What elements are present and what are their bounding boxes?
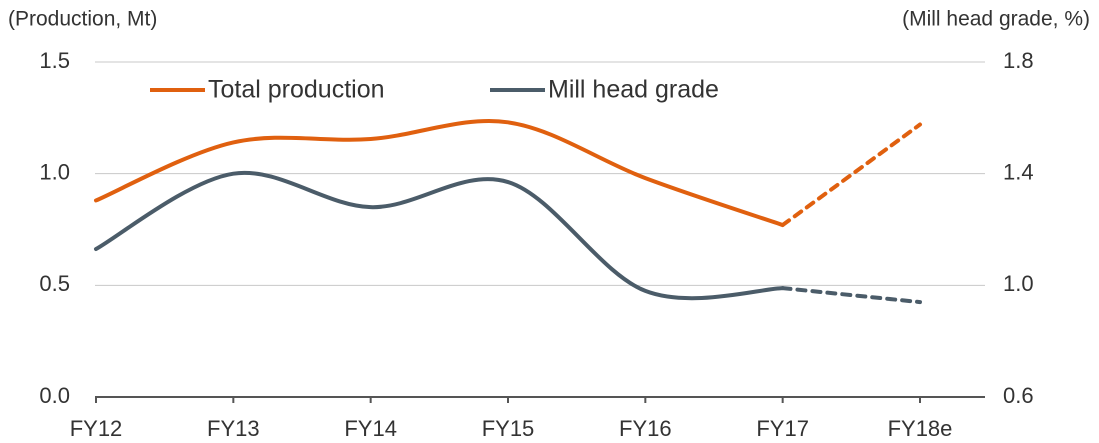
y-tick-label: 0.5 <box>39 271 70 296</box>
y-tick-label: 0.0 <box>39 383 70 408</box>
legend-text: Total production <box>208 76 385 104</box>
y2-axis-title: (Mill head grade, %) <box>902 8 1090 31</box>
x-tick-label: FY18e <box>888 416 953 441</box>
x-tick-label: FY12 <box>70 416 123 441</box>
x-tick-label: FY16 <box>619 416 672 441</box>
y-tick-label: 1.0 <box>39 159 70 184</box>
y-tick-label: 1.5 <box>39 48 70 73</box>
y2-tick-label: 1.8 <box>1003 48 1034 73</box>
series-line <box>94 119 785 228</box>
x-tick-label: FY17 <box>756 416 809 441</box>
x-tick-label: FY13 <box>207 416 260 441</box>
legend-text: Mill head grade <box>548 76 719 104</box>
y2-tick-label: 1.4 <box>1003 159 1034 184</box>
series-line <box>94 170 785 301</box>
y2-tick-label: 1.0 <box>1003 271 1034 296</box>
x-tick-label: FY14 <box>344 416 397 441</box>
y-axis-title: (Production, Mt) <box>8 8 157 31</box>
x-tick-label: FY15 <box>482 416 535 441</box>
forecast-line <box>780 122 922 228</box>
y2-tick-label: 0.6 <box>1003 383 1034 408</box>
forecast-line <box>780 286 922 305</box>
